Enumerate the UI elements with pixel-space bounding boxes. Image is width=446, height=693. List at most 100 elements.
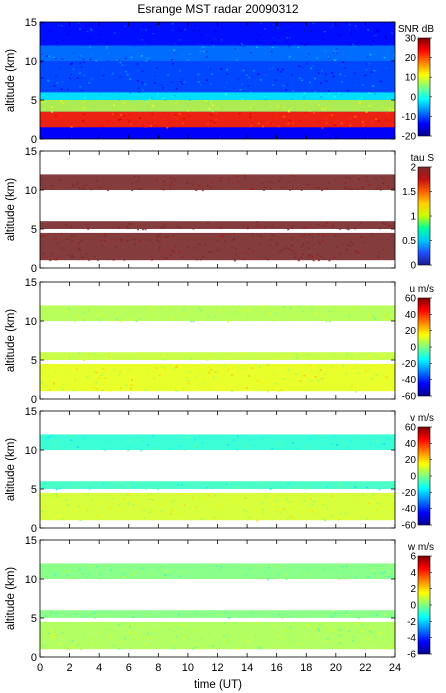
y-axis-title-w: altitude (km) bbox=[5, 567, 17, 630]
y-tick-label-v: 10 bbox=[25, 445, 37, 457]
y-axis-title-tau: altitude (km) bbox=[5, 178, 17, 241]
y-tick-label-v: 5 bbox=[31, 484, 37, 496]
colorbar-gradient-u bbox=[417, 297, 431, 397]
layer-snr-1 bbox=[40, 100, 395, 112]
y-tick-label-v: 15 bbox=[25, 406, 37, 418]
colorbar-tick-label-v: 40 bbox=[405, 439, 417, 450]
colorbar-tick-label-snr: -20 bbox=[402, 132, 417, 143]
layer-w-2 bbox=[40, 563, 395, 579]
y-tick-label-v: 0 bbox=[31, 523, 37, 535]
layer-u-0 bbox=[40, 363, 395, 392]
y-tick-label-tau: 15 bbox=[25, 146, 37, 158]
colorbar-tick-label-w: -6 bbox=[407, 650, 416, 661]
colorbar-gradient-v bbox=[417, 426, 431, 526]
colorbar-title-u: u m/s bbox=[410, 284, 434, 295]
x-tick-labels: 0 2 4 6 8 10 12 14 16 18 20 22 24 bbox=[37, 662, 401, 674]
colorbar-v: v m/s -60 -40 -20 0 20 40 60 bbox=[402, 413, 434, 532]
layer-texture-u-0 bbox=[40, 364, 395, 393]
layer-w-0 bbox=[40, 621, 395, 650]
colorbar-title-snr: SNR dB bbox=[398, 24, 434, 35]
layer-texture-snr-5 bbox=[41, 22, 395, 47]
colorbar-tick-label-v: 60 bbox=[405, 423, 417, 434]
colorbar-tick-label-w: -4 bbox=[407, 633, 416, 644]
layer-texture-tau-1 bbox=[64, 221, 395, 231]
layer-w-1 bbox=[40, 610, 395, 618]
colorbar-tick-label-snr: 10 bbox=[405, 73, 417, 84]
colorbar-tick-label-w: 0 bbox=[410, 601, 416, 612]
x-tick-label: 22 bbox=[359, 662, 371, 674]
x-tick-label: 0 bbox=[37, 662, 43, 674]
colorbar-gradient-snr bbox=[417, 37, 431, 137]
panel-u: 0 5 10 15 altitude (km) u m/s -60 -40 -20 0 20 40 60 bbox=[5, 277, 434, 406]
y-tick-label-tau: 10 bbox=[25, 185, 37, 197]
x-axis-title: time (UT) bbox=[194, 679, 242, 691]
layer-v-2 bbox=[40, 434, 395, 450]
colorbar-tick-label-u: 40 bbox=[405, 310, 417, 321]
x-tick-label: 18 bbox=[300, 662, 312, 674]
y-tick-label-snr: 5 bbox=[31, 95, 37, 107]
x-tick-label: 8 bbox=[155, 662, 161, 674]
colorbar-tick-label-w: 2 bbox=[410, 584, 416, 595]
colorbar-tick-label-u: -40 bbox=[402, 375, 417, 386]
layer-texture-snr-4 bbox=[41, 45, 395, 63]
layer-texture-v-0 bbox=[41, 493, 395, 522]
layer-snr-3 bbox=[40, 61, 395, 93]
x-tick-label: 6 bbox=[126, 662, 132, 674]
layer-texture-snr-1 bbox=[41, 100, 394, 113]
layer-u-2 bbox=[40, 305, 395, 321]
chart-title: Esrange MST radar 20090312 bbox=[137, 2, 299, 16]
colorbar-tick-label-v: -60 bbox=[402, 521, 417, 532]
y-tick-label-tau: 0 bbox=[31, 263, 37, 275]
layer-texture-snr-0 bbox=[41, 111, 395, 129]
colorbar-gradient-tau bbox=[417, 166, 431, 266]
layer-texture-u-2 bbox=[49, 305, 395, 323]
y-tick-label-u: 5 bbox=[31, 355, 37, 367]
colorbar-tick-label-v: -40 bbox=[402, 504, 417, 515]
x-tick-label: 16 bbox=[271, 662, 283, 674]
layer-texture-w-0 bbox=[41, 622, 395, 651]
layer-snr-0 bbox=[40, 111, 395, 128]
colorbar-tick-label-v: 0 bbox=[410, 472, 416, 483]
x-tick-label: 10 bbox=[182, 662, 194, 674]
colorbar-tick-label-tau: 0.5 bbox=[402, 236, 416, 247]
panel-w: 0 5 10 15 altitude (km) w m/s -6 -4 -2 0 2 4 6 bbox=[5, 535, 434, 664]
colorbar-tick-label-u: -20 bbox=[402, 359, 417, 370]
colorbar-tick-label-u: 20 bbox=[405, 326, 417, 337]
x-tick-label: 14 bbox=[241, 662, 253, 674]
colorbar-w: w m/s -6 -4 -2 0 2 4 6 bbox=[407, 542, 434, 661]
colorbar-tick-label-u: 60 bbox=[405, 294, 417, 305]
layer-snr-2 bbox=[40, 92, 395, 100]
colorbar-tick-label-v: 20 bbox=[405, 455, 417, 466]
layer-tau-2 bbox=[40, 174, 395, 190]
layer-texture-u-1 bbox=[41, 352, 384, 362]
colorbar-tick-label-tau: 2 bbox=[410, 163, 416, 174]
colorbar-u: u m/s -60 -40 -20 0 20 40 60 bbox=[402, 284, 434, 403]
colorbar-tick-label-tau: 0 bbox=[410, 261, 416, 272]
panel-v: 0 5 10 15 altitude (km) v m/s -60 -40 -20 0 20 40 60 bbox=[5, 406, 434, 535]
colorbar-tick-label-u: 0 bbox=[410, 343, 416, 354]
layer-texture-snr-3 bbox=[40, 61, 388, 94]
colorbar-gradient-w bbox=[417, 555, 431, 655]
data-layers-tau bbox=[40, 174, 395, 262]
colorbar-snr: SNR dB -20 -10 0 10 20 30 bbox=[398, 24, 434, 143]
x-tick-label: 20 bbox=[330, 662, 342, 674]
y-tick-label-w: 15 bbox=[25, 535, 37, 547]
data-layers-w bbox=[40, 563, 395, 651]
colorbar-tick-label-tau: 1.5 bbox=[402, 187, 416, 198]
colorbar-tick-label-w: -2 bbox=[407, 617, 416, 628]
layer-texture-tau-0 bbox=[40, 232, 395, 262]
colorbar-tick-label-tau: 1 bbox=[410, 212, 416, 223]
y-tick-label-u: 10 bbox=[25, 316, 37, 328]
colorbar-title-w: w m/s bbox=[407, 542, 434, 553]
colorbar-tick-label-snr: -10 bbox=[402, 112, 417, 123]
colorbar-tau: tau S 0 0.5 1 1.5 2 bbox=[402, 153, 434, 272]
y-tick-label-w: 5 bbox=[31, 613, 37, 625]
colorbar-tick-label-w: 4 bbox=[410, 568, 416, 579]
y-tick-label-snr: 0 bbox=[31, 134, 37, 146]
layer-texture-v-1 bbox=[42, 481, 395, 491]
colorbar-title-v: v m/s bbox=[410, 413, 434, 424]
layer-tau-0 bbox=[40, 232, 395, 261]
y-axis-title-u: altitude (km) bbox=[5, 309, 17, 372]
layer-tau-1 bbox=[40, 221, 395, 229]
